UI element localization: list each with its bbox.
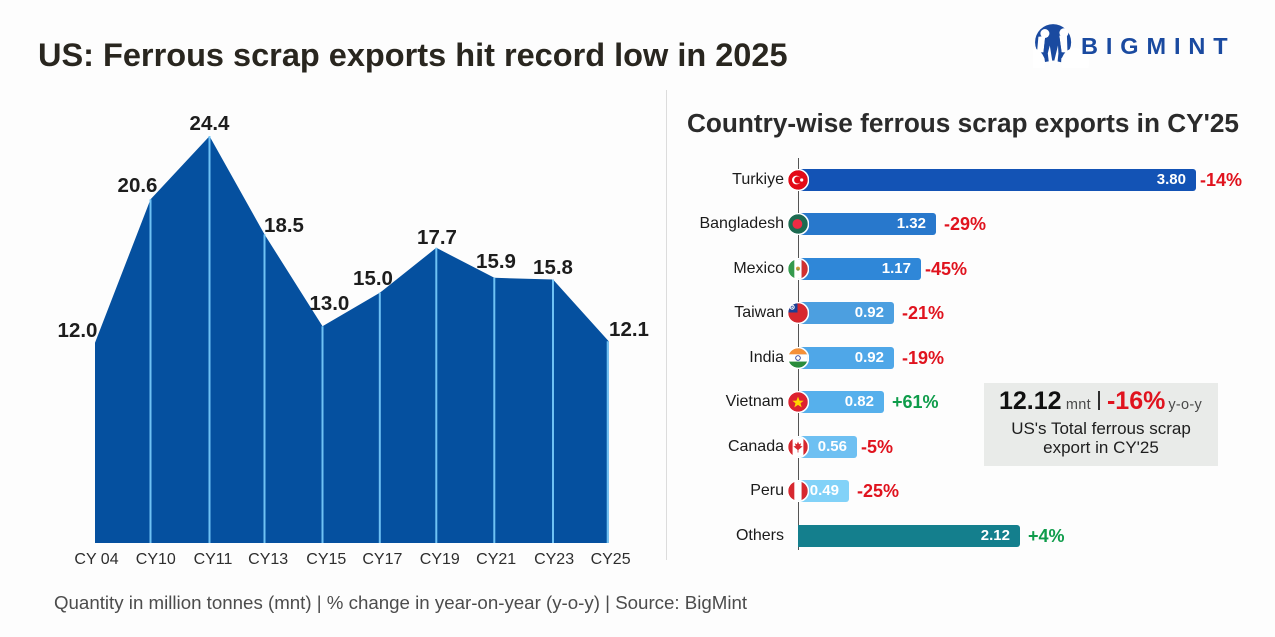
svg-text:BIGMINT: BIGMINT: [1081, 33, 1236, 59]
